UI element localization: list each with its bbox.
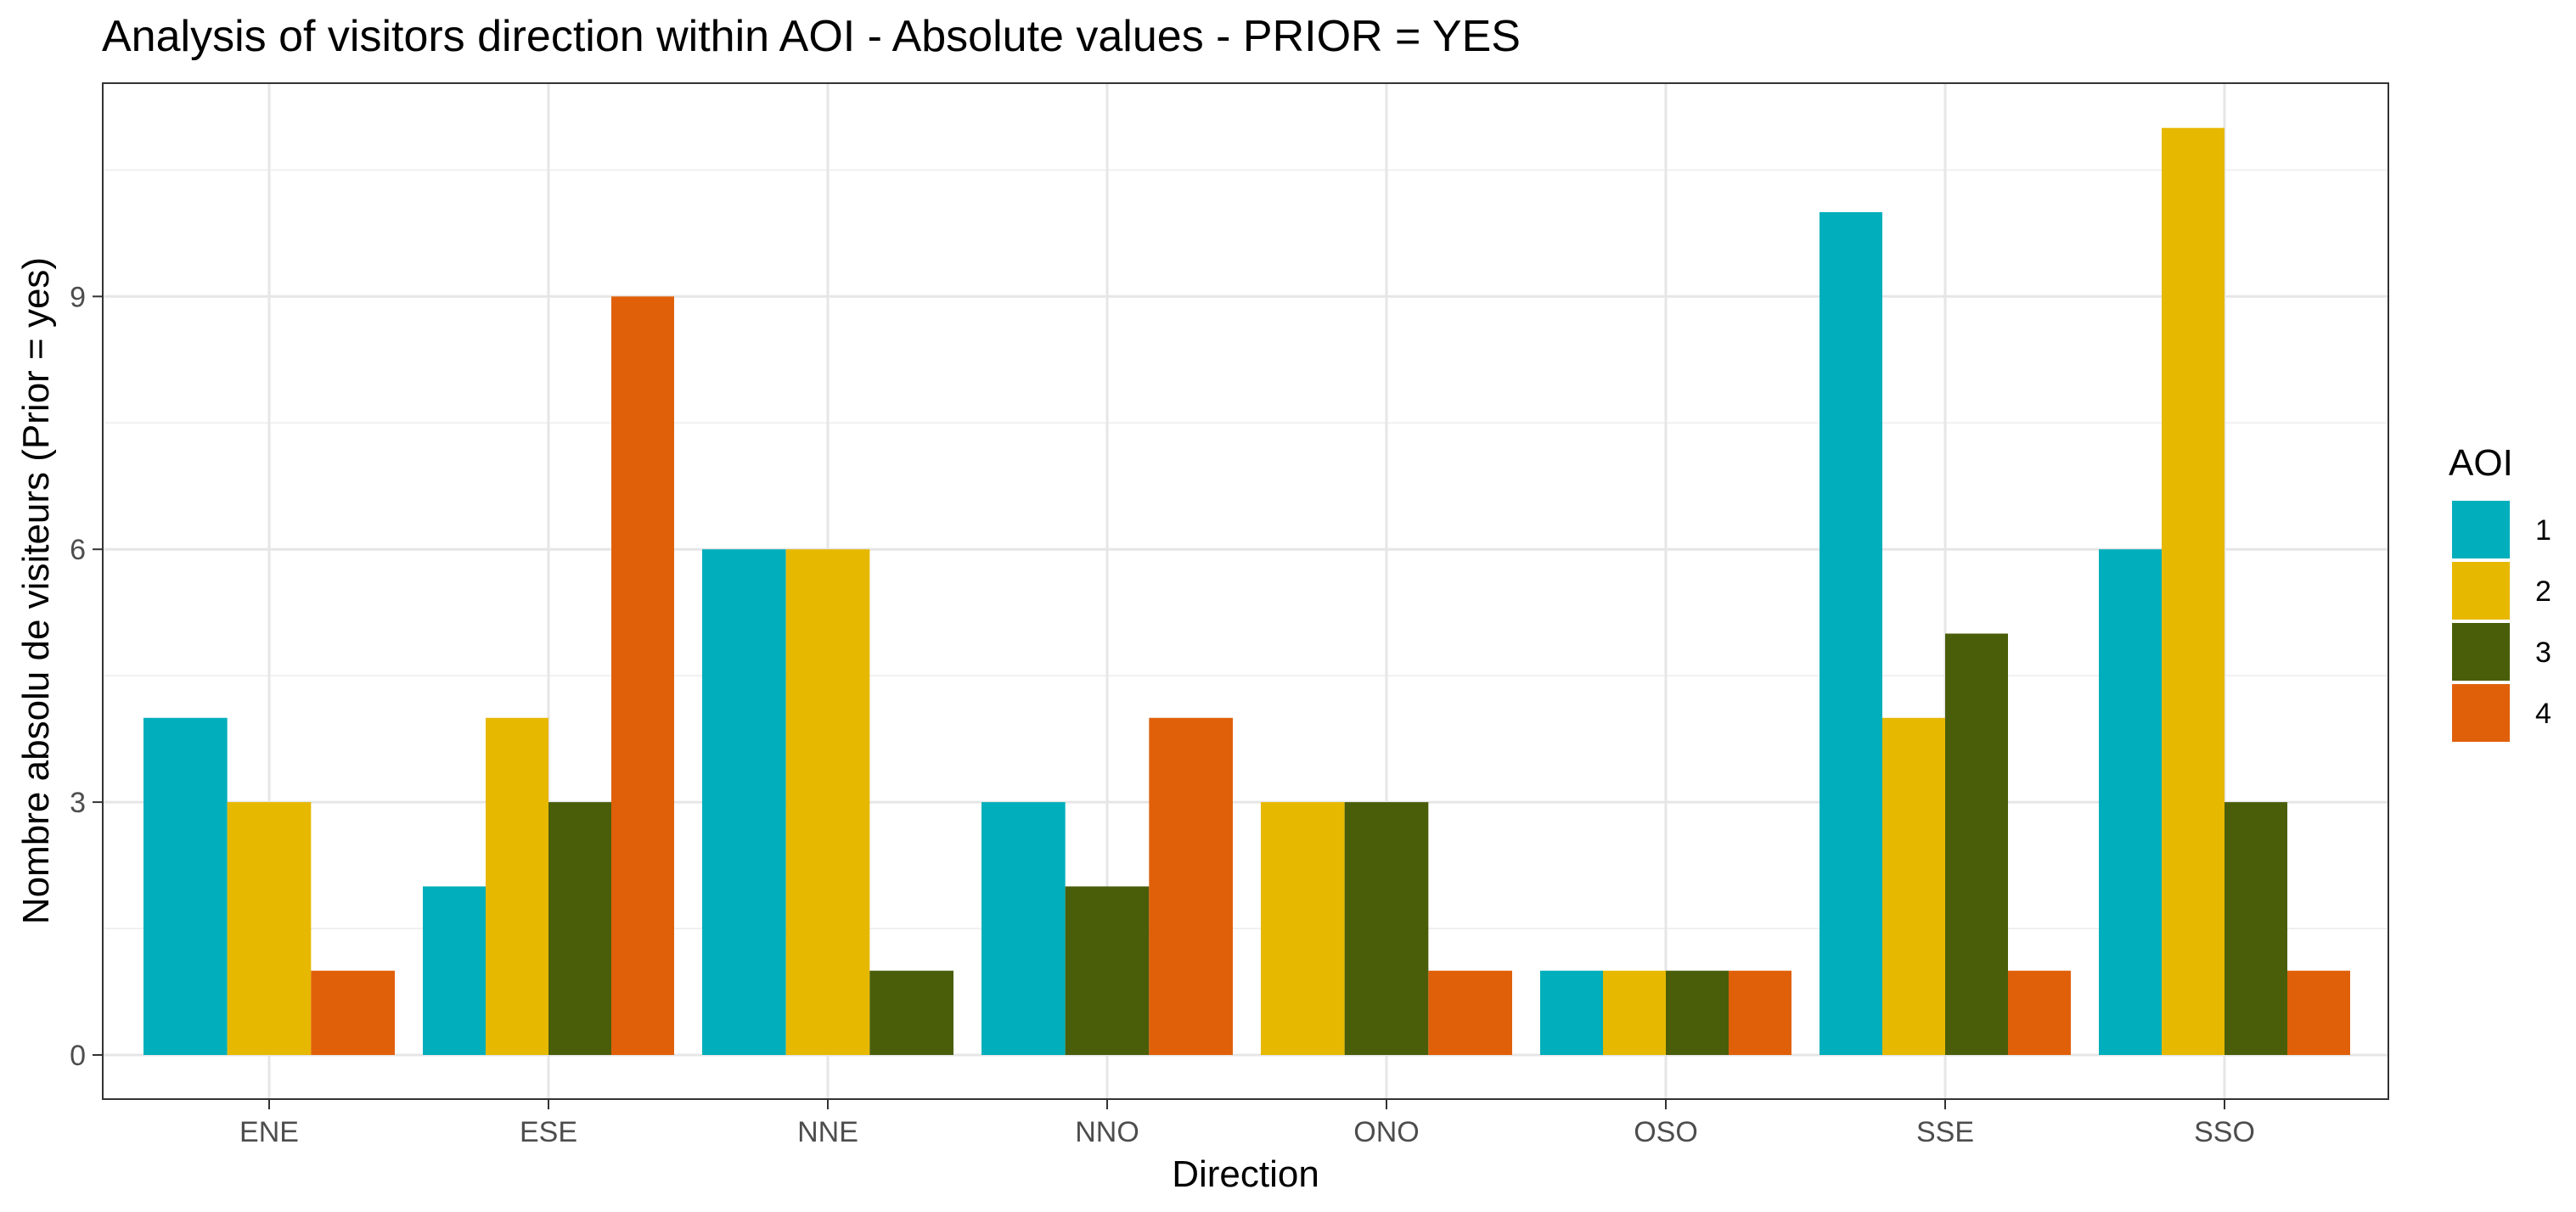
bar-oso-aoi-4 [1729, 970, 1791, 1055]
legend-key-4 [2452, 684, 2510, 742]
x-tick-label: NNE [797, 1116, 858, 1148]
y-axis-title: Nombre absolu de visiteurs (Prior = yes) [15, 257, 57, 924]
legend: AOI 1 2 3 4 [2449, 442, 2551, 742]
bar-ese-aoi-3 [548, 802, 611, 1055]
bar-oso-aoi-1 [1540, 970, 1603, 1055]
bar-ese-aoi-1 [423, 886, 486, 1055]
bar-nno-aoi-1 [981, 802, 1066, 1055]
y-tick-label: 3 [70, 787, 86, 819]
x-tick-label: ESE [520, 1116, 577, 1148]
chart-title: Analysis of visitors direction within AO… [102, 12, 1521, 61]
bar-sso-aoi-1 [2099, 549, 2162, 1055]
legend-label-3: 3 [2535, 637, 2551, 669]
y-tick-label: 0 [70, 1040, 86, 1072]
legend-key-3 [2452, 623, 2510, 681]
x-tick-label: OSO [1634, 1116, 1698, 1148]
bar-nne-aoi-2 [785, 549, 870, 1055]
x-tick-label: ONO [1353, 1116, 1419, 1148]
legend-label-4: 4 [2535, 698, 2551, 730]
bar-oso-aoi-3 [1666, 970, 1729, 1055]
y-tick-label: 9 [70, 281, 86, 313]
x-tick-label: SSO [2194, 1116, 2255, 1148]
bar-ene-aoi-1 [143, 717, 228, 1055]
bar-sse-aoi-3 [1945, 633, 2008, 1055]
bar-sse-aoi-2 [1882, 717, 1945, 1055]
bar-ono-aoi-3 [1344, 802, 1429, 1055]
bar-sse-aoi-4 [2008, 970, 2071, 1055]
legend-label-2: 2 [2535, 575, 2551, 608]
bar-sso-aoi-3 [2224, 802, 2287, 1055]
bar-nno-aoi-4 [1149, 717, 1233, 1055]
y-tick-label: 6 [70, 534, 86, 566]
x-axis: ENE ESE NNE NNO ONO OSO SSE SSO [239, 1099, 2255, 1148]
bar-nno-aoi-3 [1065, 886, 1150, 1055]
bar-nne-aoi-1 [702, 549, 786, 1055]
y-axis: 0 3 6 9 [70, 281, 103, 1072]
legend-label-1: 1 [2535, 514, 2551, 547]
bar-ono-aoi-4 [1428, 970, 1512, 1055]
bar-nne-aoi-3 [869, 970, 953, 1055]
bar-sso-aoi-2 [2162, 127, 2224, 1056]
x-tick-label: NNO [1075, 1116, 1139, 1148]
x-tick-label: SSE [1916, 1116, 1974, 1148]
bars-group [143, 127, 2350, 1056]
bar-ono-aoi-2 [1261, 802, 1345, 1055]
bar-sso-aoi-4 [2287, 970, 2350, 1055]
plot-border [102, 82, 2389, 1100]
bar-oso-aoi-2 [1603, 970, 1666, 1055]
legend-title: AOI [2449, 442, 2513, 484]
x-tick-label: ENE [239, 1116, 299, 1148]
bar-ene-aoi-4 [311, 970, 395, 1055]
legend-key-1 [2452, 501, 2510, 558]
bar-ese-aoi-2 [486, 717, 548, 1055]
x-axis-title: Direction [1172, 1153, 1319, 1195]
bar-ene-aoi-2 [227, 802, 312, 1055]
legend-key-2 [2452, 562, 2510, 620]
bar-ese-aoi-4 [611, 296, 674, 1055]
bar-sse-aoi-1 [1820, 212, 1882, 1055]
